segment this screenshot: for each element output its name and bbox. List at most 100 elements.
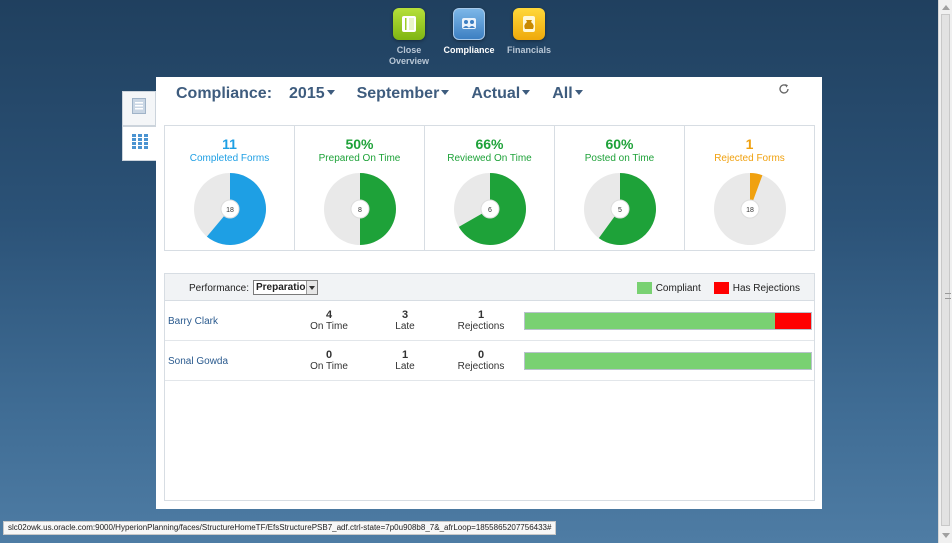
legend-swatch-rejections bbox=[713, 282, 729, 294]
late-value: 1 bbox=[401, 349, 409, 361]
donut-segment bbox=[359, 173, 396, 245]
stat-card-prepared-on-time[interactable]: 50% Prepared On Time 8 bbox=[295, 126, 425, 250]
on-time-value: 0 bbox=[325, 349, 333, 361]
stat-value: 66% bbox=[475, 136, 504, 152]
user-name-link[interactable]: Sonal Gowda bbox=[168, 356, 229, 367]
on-time-label: On Time bbox=[310, 321, 348, 332]
donut-segment bbox=[458, 173, 526, 245]
donut-segment bbox=[598, 173, 656, 245]
stat-value: 50% bbox=[345, 136, 374, 152]
donut-center-label: 18 bbox=[226, 207, 234, 214]
stat-caption: Posted on Time bbox=[584, 153, 655, 164]
stat-cards: 11 Completed Forms 18 50% Prepared On Ti… bbox=[164, 125, 815, 251]
chevron-down-icon bbox=[522, 89, 531, 95]
legend-label-rejections: Has Rejections bbox=[732, 282, 800, 294]
donut-center-label: 5 bbox=[618, 207, 622, 214]
scroll-down-arrow-icon[interactable] bbox=[942, 533, 950, 538]
compliance-dashboard-panel: Compliance: 2015 September Actual All 11… bbox=[156, 77, 822, 509]
view-switcher bbox=[122, 91, 156, 161]
on-time-label: On Time bbox=[310, 361, 348, 372]
stat-caption: Completed Forms bbox=[189, 153, 270, 164]
donut-center bbox=[350, 199, 369, 219]
rejections-label: Rejections bbox=[457, 321, 505, 332]
rejections-value: 1 bbox=[477, 309, 485, 321]
stat-caption: Reviewed On Time bbox=[447, 153, 532, 164]
rejections-stat: 0 Rejections bbox=[451, 349, 511, 373]
status-url-bar: slc02owk.us.oracle.com:9000/HyperionPlan… bbox=[3, 521, 557, 535]
rejections-label: Rejections bbox=[457, 361, 505, 372]
compliance-bar bbox=[524, 312, 812, 330]
stat-caption: Rejected Forms bbox=[714, 153, 785, 164]
user-name-link[interactable]: Barry Clark bbox=[168, 316, 219, 327]
grid-view-tab[interactable] bbox=[122, 126, 156, 161]
table-row: Sonal Gowda 0 On Time 1 Late 0 Rejections bbox=[165, 341, 814, 381]
donut-chart: 6 bbox=[453, 173, 526, 245]
donut-chart: 18 bbox=[713, 173, 786, 245]
donut-chart: 5 bbox=[583, 173, 656, 245]
on-time-value: 4 bbox=[325, 309, 333, 321]
donut-center-label: 8 bbox=[358, 207, 362, 214]
performance-selected-value: Preparation bbox=[256, 282, 312, 293]
rejections-stat: 1 Rejections bbox=[451, 309, 511, 333]
stat-caption: Prepared On Time bbox=[318, 153, 401, 164]
page-scrollbar[interactable] bbox=[938, 0, 952, 543]
compliant-segment bbox=[525, 313, 776, 329]
year-dropdown[interactable]: 2015 bbox=[289, 85, 335, 103]
donut-center-label: 18 bbox=[746, 207, 754, 214]
nav-financials-label: Financials bbox=[506, 45, 551, 55]
team-icon bbox=[453, 8, 485, 40]
stat-value: 60% bbox=[605, 136, 634, 152]
list-view-icon bbox=[132, 98, 146, 119]
period-value: September bbox=[356, 85, 440, 102]
donut-center bbox=[220, 199, 239, 219]
nav-compliance[interactable]: Compliance bbox=[440, 8, 498, 67]
refresh-icon[interactable] bbox=[778, 83, 792, 97]
list-view-tab[interactable] bbox=[122, 91, 156, 126]
late-label: Late bbox=[395, 321, 415, 332]
money-bag-icon bbox=[513, 8, 545, 40]
chevron-down-icon bbox=[326, 89, 335, 95]
donut-center bbox=[740, 199, 759, 219]
legend-swatch-compliant bbox=[636, 282, 652, 294]
stat-card-posted-on-time[interactable]: 60% Posted on Time 5 bbox=[555, 126, 685, 250]
compliant-segment bbox=[525, 353, 811, 369]
stat-card-completed-forms[interactable]: 11 Completed Forms 18 bbox=[165, 126, 295, 250]
nav-close-overview-label: Close Overview bbox=[388, 45, 430, 66]
top-navigation: Close Overview Compliance Financials bbox=[380, 8, 560, 67]
chevron-down-icon bbox=[574, 89, 583, 95]
rejections-value: 0 bbox=[477, 349, 485, 361]
late-stat: 3 Late bbox=[375, 309, 435, 333]
filter-dropdown[interactable]: All bbox=[552, 85, 583, 103]
period-dropdown[interactable]: September bbox=[357, 85, 450, 103]
stat-card-rejected-forms[interactable]: 1 Rejected Forms 18 bbox=[685, 126, 814, 250]
dashboard-header: Compliance: 2015 September Actual All bbox=[176, 85, 605, 103]
compliance-bar bbox=[524, 352, 812, 370]
donut-segment bbox=[206, 173, 266, 245]
stat-card-reviewed-on-time[interactable]: 66% Reviewed On Time 6 bbox=[425, 126, 555, 250]
scenario-value: Actual bbox=[471, 85, 521, 102]
stat-value: 11 bbox=[222, 136, 237, 152]
on-time-stat: 0 On Time bbox=[299, 349, 359, 373]
scroll-grip-icon bbox=[945, 293, 951, 299]
filter-value: All bbox=[552, 85, 573, 102]
chevron-down-icon bbox=[441, 89, 450, 95]
year-value: 2015 bbox=[289, 85, 325, 102]
donut-chart: 8 bbox=[323, 173, 396, 245]
legend: Compliant Has Rejections bbox=[636, 282, 800, 294]
on-time-stat: 4 On Time bbox=[299, 309, 359, 333]
late-label: Late bbox=[395, 361, 415, 372]
scroll-up-arrow-icon[interactable] bbox=[942, 5, 950, 10]
donut-segment bbox=[749, 173, 762, 201]
grid-view-icon bbox=[131, 133, 148, 154]
nav-financials[interactable]: Financials bbox=[500, 8, 558, 67]
late-stat: 1 Late bbox=[375, 349, 435, 373]
legend-label-compliant: Compliant bbox=[655, 282, 701, 294]
page-title: Compliance: bbox=[176, 85, 273, 102]
scroll-thumb[interactable] bbox=[941, 14, 951, 526]
performance-select[interactable]: Preparation bbox=[253, 280, 318, 295]
scenario-dropdown[interactable]: Actual bbox=[471, 85, 531, 103]
book-icon bbox=[393, 8, 425, 40]
performance-label: Performance: bbox=[189, 283, 250, 294]
nav-close-overview[interactable]: Close Overview bbox=[380, 8, 438, 67]
rejection-segment bbox=[775, 313, 811, 329]
